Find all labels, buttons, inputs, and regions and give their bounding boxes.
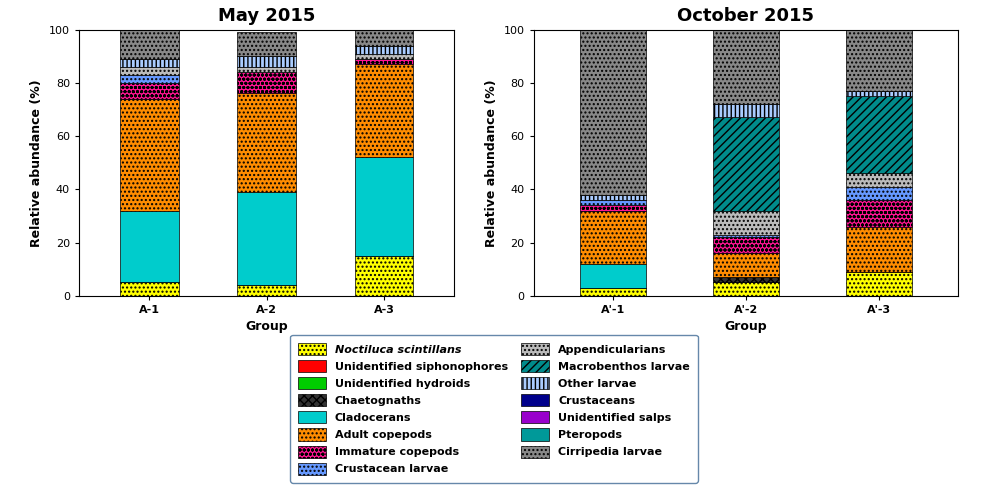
Bar: [121, 83, 179, 99]
Bar: [846, 272, 912, 296]
Bar: [355, 54, 413, 59]
Bar: [237, 285, 296, 296]
X-axis label: Group: Group: [245, 320, 288, 333]
Bar: [846, 227, 912, 272]
Bar: [580, 264, 646, 288]
Bar: [121, 211, 179, 282]
Bar: [237, 67, 296, 72]
Bar: [846, 200, 912, 227]
Bar: [712, 253, 780, 277]
Bar: [121, 99, 179, 211]
Y-axis label: Relative abundance (%): Relative abundance (%): [31, 79, 43, 246]
Bar: [355, 45, 413, 54]
Bar: [237, 32, 296, 56]
Bar: [846, 187, 912, 200]
Bar: [237, 56, 296, 67]
Bar: [121, 75, 179, 83]
Bar: [846, 91, 912, 96]
Y-axis label: Relative abundance (%): Relative abundance (%): [485, 79, 498, 246]
Bar: [712, 282, 780, 296]
Bar: [355, 64, 413, 157]
Bar: [712, 235, 780, 237]
Title: October 2015: October 2015: [678, 7, 814, 25]
Bar: [580, 288, 646, 296]
Bar: [846, 30, 912, 91]
Bar: [712, 211, 780, 235]
Bar: [846, 174, 912, 187]
X-axis label: Group: Group: [724, 320, 768, 333]
Bar: [355, 157, 413, 256]
Bar: [712, 117, 780, 211]
Bar: [237, 192, 296, 285]
Bar: [121, 67, 179, 75]
Bar: [580, 30, 646, 195]
Legend: Noctiluca scintillans, Unidentified siphonophores, Unidentified hydroids, Chaeto: Noctiluca scintillans, Unidentified siph…: [290, 335, 698, 483]
Bar: [580, 195, 646, 200]
Bar: [846, 96, 912, 174]
Bar: [712, 104, 780, 117]
Bar: [712, 277, 780, 282]
Bar: [121, 282, 179, 296]
Bar: [580, 205, 646, 211]
Bar: [712, 237, 780, 253]
Bar: [237, 72, 296, 94]
Bar: [237, 94, 296, 192]
Bar: [580, 200, 646, 205]
Bar: [355, 30, 413, 45]
Bar: [580, 211, 646, 264]
Bar: [355, 59, 413, 64]
Title: May 2015: May 2015: [218, 7, 315, 25]
Bar: [121, 59, 179, 67]
Bar: [355, 256, 413, 296]
Bar: [121, 30, 179, 59]
Bar: [712, 30, 780, 104]
